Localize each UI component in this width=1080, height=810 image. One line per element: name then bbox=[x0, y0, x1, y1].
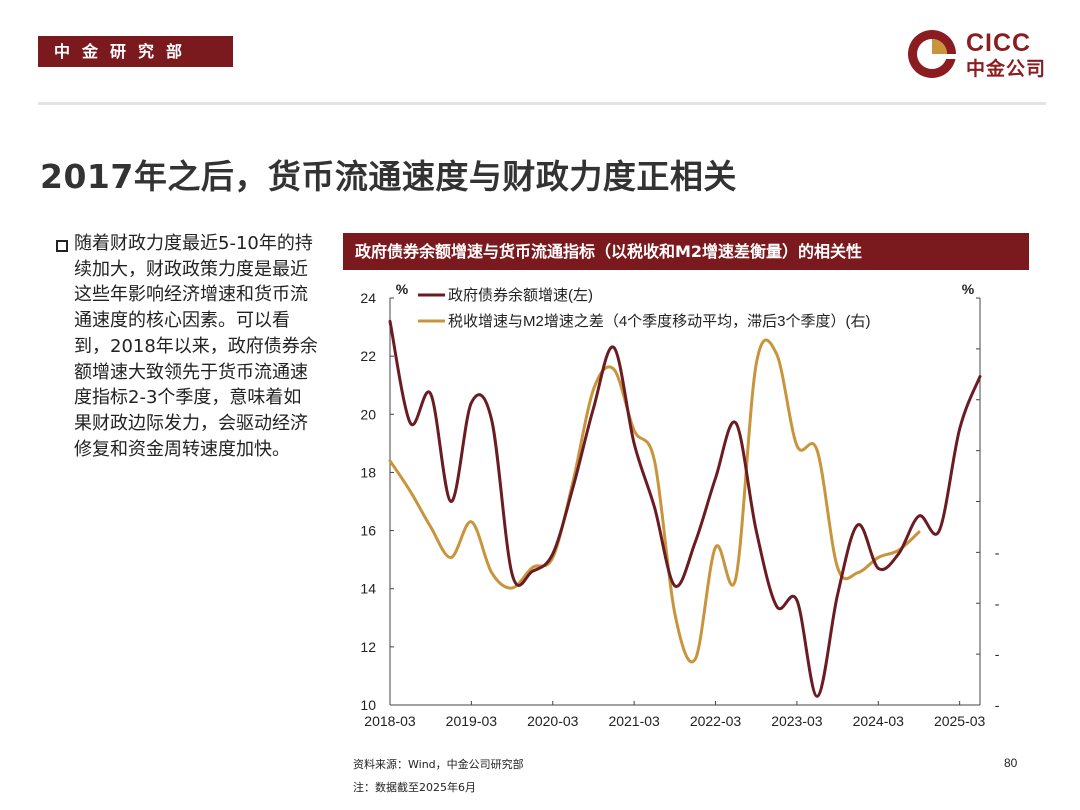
series-line-tax-m2 bbox=[388, 338, 921, 664]
left-tick-label: 12 bbox=[360, 639, 376, 655]
left-tick-label: 14 bbox=[360, 581, 376, 597]
x-tick-label: 2019-03 bbox=[446, 713, 498, 729]
left-tick-label: 16 bbox=[360, 523, 376, 539]
series-line-gov-bond bbox=[388, 319, 982, 698]
right-tick-label: -20 bbox=[995, 646, 1000, 662]
slide-title: 2017年之后，货币流通速度与财政力度正相关 bbox=[40, 157, 737, 196]
legend-label: 政府债券余额增速(左) bbox=[448, 286, 593, 304]
logo-text-en: CICC bbox=[966, 29, 1032, 57]
x-tick-label: 2021-03 bbox=[608, 713, 660, 729]
x-tick-label: 2022-03 bbox=[690, 713, 742, 729]
x-tick-label: 2018-03 bbox=[364, 713, 416, 729]
left-tick-label: 10 bbox=[360, 697, 376, 713]
department-tag: 中金研究部 bbox=[38, 36, 233, 67]
bullet-square-icon bbox=[56, 240, 68, 252]
x-tick-label: 2024-03 bbox=[853, 713, 905, 729]
left-tick-label: 18 bbox=[360, 464, 376, 480]
right-tick-label: -15 bbox=[995, 595, 1000, 611]
source-note: 资料来源：Wind，中金公司研究部 bbox=[353, 758, 524, 771]
logo-text-cn: 中金公司 bbox=[966, 58, 1047, 80]
chart-title: 政府债券余额增速与货币流通指标（以税收和M2增速差衡量）的相关性 bbox=[343, 233, 1029, 270]
left-tick-label: 24 bbox=[360, 290, 376, 306]
left-tick-label: 20 bbox=[360, 406, 376, 422]
data-note: 注：数据截至2025年6月 bbox=[353, 781, 476, 794]
line-chart: 2422201816141210151050-5-10-15-20-252018… bbox=[360, 281, 1000, 729]
legend-label: 税收增速与M2增速之差（4个季度移动平均，滞后3个季度）(右) bbox=[448, 313, 871, 330]
page-number: 80 bbox=[1004, 756, 1018, 770]
x-tick-label: 2023-03 bbox=[771, 713, 823, 729]
left-axis-unit: % bbox=[396, 281, 409, 297]
x-tick-label: 2020-03 bbox=[527, 713, 579, 729]
cicc-logo: CICC 中金公司 bbox=[906, 28, 1056, 80]
cicc-logo-icon bbox=[908, 30, 958, 78]
x-tick-label: 2025-03 bbox=[934, 713, 986, 729]
right-tick-label: -25 bbox=[995, 697, 1000, 713]
right-axis-unit: % bbox=[962, 281, 975, 297]
right-tick-label: -10 bbox=[995, 544, 1000, 560]
header-divider bbox=[38, 102, 1046, 105]
right-tick-label: 15 bbox=[999, 290, 1000, 306]
body-paragraph: 随着财政力度最近5-10年的持续加大，财政政策力度是最近这些年影响经济增速和货币… bbox=[74, 233, 318, 460]
right-tick-label: 10 bbox=[999, 341, 1000, 357]
left-tick-label: 22 bbox=[360, 348, 376, 364]
